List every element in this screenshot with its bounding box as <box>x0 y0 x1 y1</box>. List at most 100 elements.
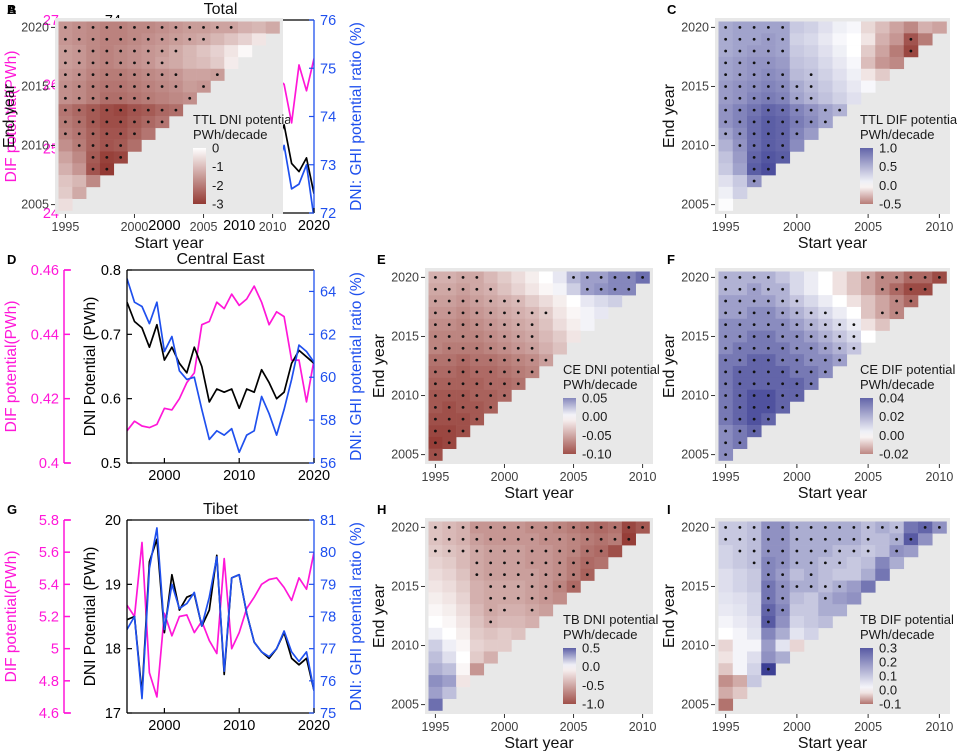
svg-text:62: 62 <box>320 327 336 343</box>
svg-text:0.42: 0.42 <box>31 392 59 408</box>
svg-text:0.00: 0.00 <box>879 428 904 443</box>
svg-text:64: 64 <box>320 284 336 300</box>
svg-text:17: 17 <box>105 706 121 722</box>
panel-letter-d: D <box>7 252 17 267</box>
svg-text:2020: 2020 <box>298 718 330 734</box>
svg-text:2005: 2005 <box>21 198 49 212</box>
svg-text:DNI: GHI potential ratio (%): DNI: GHI potential ratio (%) <box>348 522 365 711</box>
svg-text:2020: 2020 <box>21 20 49 34</box>
svg-text:2005: 2005 <box>391 698 419 712</box>
panel-tibet-line-chart: G Tibet 17 18 19 20 2000 2010 2020 75 76 77 78 79 80 8… <box>0 500 370 751</box>
svg-text:1995: 1995 <box>712 220 740 234</box>
svg-text:End year: End year <box>371 333 388 398</box>
panel-tb-dif-trend-heatmap: I 1995 2000 2005 2010 2005 2010 2015 2020 Start … <box>660 500 957 751</box>
svg-text:5.6: 5.6 <box>39 545 59 561</box>
svg-text:78: 78 <box>320 610 336 626</box>
ttl-dif-heatmap-svg: 1995 2000 2005 2010 2005 2010 2015 2020 Start ye… <box>661 18 957 250</box>
panel-letter-g: G <box>7 502 18 517</box>
svg-text:20: 20 <box>105 513 121 529</box>
svg-text:1995: 1995 <box>422 470 450 484</box>
svg-text:2000: 2000 <box>783 220 811 234</box>
svg-text:-0.10: -0.10 <box>582 447 612 462</box>
svg-text:CE DNI potential: CE DNI potential <box>563 362 660 377</box>
svg-text:CE DIF potential: CE DIF potential <box>860 362 955 377</box>
svg-text:2005: 2005 <box>681 448 709 462</box>
svg-text:2010: 2010 <box>925 220 953 234</box>
svg-text:DIF potential(PWh): DIF potential(PWh) <box>3 301 20 433</box>
svg-text:TTL DIF potential: TTL DIF potential <box>860 112 957 127</box>
svg-text:27: 27 <box>43 13 59 29</box>
svg-text:PWh/decade: PWh/decade <box>860 127 934 142</box>
ce-dni-heatmap-svg: 1995 2000 2005 2010 2005 2010 2015 2020 Start ye… <box>371 268 660 500</box>
svg-text:2000: 2000 <box>148 468 180 484</box>
svg-text:19: 19 <box>105 577 121 593</box>
svg-text:2010: 2010 <box>681 389 709 403</box>
svg-text:TB DIF potential: TB DIF potential <box>860 612 954 627</box>
svg-text:0.0: 0.0 <box>879 178 897 193</box>
panel-ttl-dni-trend-heatmap: B 1995 2000 2005 2010 2005 2010 2015 2020 Start … <box>0 0 290 250</box>
svg-text:0.0: 0.0 <box>582 659 600 674</box>
panel-tb-dni-trend-heatmap: H 1995 2000 2005 2010 2005 2010 2015 2020 Start … <box>370 500 660 751</box>
svg-text:2020: 2020 <box>298 218 330 234</box>
ce-dif-heatmap-svg: 1995 2000 2005 2010 2005 2010 2015 2020 Start ye… <box>661 268 955 500</box>
svg-text:0.44: 0.44 <box>31 327 59 343</box>
panel-letter-e: E <box>377 252 386 267</box>
panel-letter-c: C <box>667 2 677 17</box>
svg-text:2005: 2005 <box>391 448 419 462</box>
svg-text:DNI: GHI potential ratio (%): DNI: GHI potential ratio (%) <box>348 22 365 211</box>
svg-text:-0.05: -0.05 <box>582 428 612 443</box>
svg-text:2000: 2000 <box>491 720 519 734</box>
svg-text:2005: 2005 <box>681 198 709 212</box>
panel-ce-dni-trend-heatmap: E 1995 2000 2005 2010 2005 2010 2015 2020 Start … <box>370 250 660 500</box>
svg-text:2000: 2000 <box>491 470 519 484</box>
svg-text:5.2: 5.2 <box>39 610 59 626</box>
svg-text:-1: -1 <box>212 159 224 174</box>
panel-ttl-dif-trend-heatmap: C 1995 2000 2005 2010 2005 2010 2015 2020 Start … <box>660 0 957 250</box>
svg-text:60: 60 <box>320 370 336 386</box>
svg-text:0.05: 0.05 <box>582 391 607 406</box>
svg-text:End year: End year <box>661 333 678 398</box>
svg-text:-3: -3 <box>212 197 224 212</box>
svg-text:2000: 2000 <box>148 718 180 734</box>
svg-text:Start year: Start year <box>798 235 868 250</box>
svg-text:TB DNI potential: TB DNI potential <box>563 612 658 627</box>
svg-text:Start year: Start year <box>504 485 574 500</box>
svg-text:0.7: 0.7 <box>101 327 121 343</box>
svg-text:-0.5: -0.5 <box>879 197 901 212</box>
svg-text:2010: 2010 <box>629 470 657 484</box>
svg-text:0.4: 0.4 <box>39 456 59 472</box>
svg-text:2015: 2015 <box>681 329 709 343</box>
svg-text:Start year: Start year <box>798 735 868 751</box>
tb-dni-heatmap-svg: 1995 2000 2005 2010 2005 2010 2015 2020 Start ye… <box>371 518 658 751</box>
svg-text:1995: 1995 <box>712 720 740 734</box>
svg-text:-2: -2 <box>212 178 224 193</box>
svg-text:5.4: 5.4 <box>39 577 59 593</box>
svg-text:0.5: 0.5 <box>101 456 121 472</box>
panel-letter-f: F <box>667 252 675 267</box>
svg-text:PWh/decade: PWh/decade <box>193 127 267 142</box>
svg-text:0.02: 0.02 <box>879 409 904 424</box>
svg-text:2010: 2010 <box>21 139 49 153</box>
svg-text:2005: 2005 <box>190 220 218 234</box>
svg-text:2010: 2010 <box>629 720 657 734</box>
svg-text:2015: 2015 <box>681 79 709 93</box>
svg-text:2015: 2015 <box>21 79 49 93</box>
svg-text:DIF potential(PWh): DIF potential(PWh) <box>3 51 20 183</box>
svg-text:76: 76 <box>320 674 336 690</box>
svg-text:0.0: 0.0 <box>879 683 897 698</box>
svg-text:77: 77 <box>320 642 336 658</box>
panel-ce-dif-trend-heatmap: F 1995 2000 2005 2010 2005 2010 2015 2020 Start … <box>660 250 957 500</box>
svg-text:2020: 2020 <box>681 520 709 534</box>
svg-text:Start year: Start year <box>798 485 868 500</box>
svg-text:DNI Potential (PWh): DNI Potential (PWh) <box>82 297 99 437</box>
svg-text:DNI: GHI potential ratio (%): DNI: GHI potential ratio (%) <box>348 272 365 461</box>
svg-text:Start year: Start year <box>504 735 574 751</box>
panel-letter-h: H <box>377 502 387 517</box>
panel-letter-a: A <box>7 2 17 17</box>
svg-text:74: 74 <box>320 110 336 126</box>
svg-text:2010: 2010 <box>391 389 419 403</box>
svg-text:80: 80 <box>320 545 336 561</box>
panel-letter-i: I <box>667 502 671 517</box>
